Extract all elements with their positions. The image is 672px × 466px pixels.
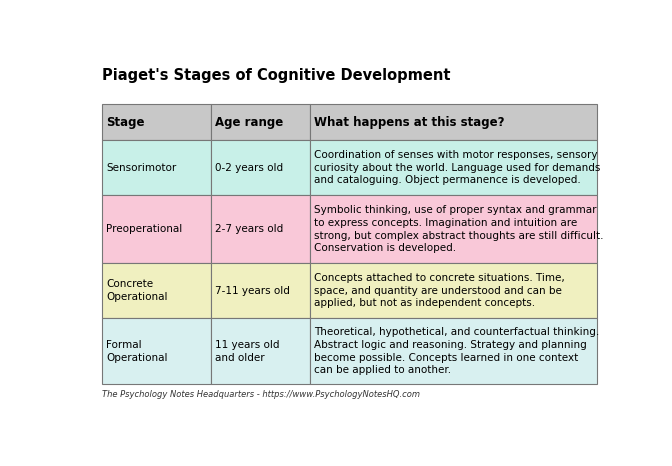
Bar — [102, 195, 211, 263]
Bar — [211, 140, 310, 195]
Bar — [102, 263, 211, 318]
Text: Stage: Stage — [106, 116, 145, 129]
Text: Symbolic thinking, use of proper syntax and grammar
to express concepts. Imagina: Symbolic thinking, use of proper syntax … — [314, 205, 603, 254]
Text: The Psychology Notes Headquarters - https://www.PsychologyNotesHQ.com: The Psychology Notes Headquarters - http… — [102, 390, 420, 398]
Bar — [102, 140, 211, 195]
Text: Age range: Age range — [215, 116, 284, 129]
Text: Theoretical, hypothetical, and counterfactual thinking.
Abstract logic and reaso: Theoretical, hypothetical, and counterfa… — [314, 327, 599, 376]
Bar — [310, 263, 597, 318]
Text: Piaget's Stages of Cognitive Development: Piaget's Stages of Cognitive Development — [102, 69, 451, 83]
Bar — [211, 263, 310, 318]
Bar — [211, 318, 310, 384]
Text: Coordination of senses with motor responses, sensory
curiosity about the world. : Coordination of senses with motor respon… — [314, 150, 601, 185]
Text: Sensorimotor: Sensorimotor — [106, 163, 177, 172]
Text: 11 years old
and older: 11 years old and older — [215, 340, 280, 363]
Text: Preoperational: Preoperational — [106, 224, 183, 234]
Bar — [310, 104, 597, 140]
Text: 2-7 years old: 2-7 years old — [215, 224, 284, 234]
Bar — [211, 104, 310, 140]
Text: Concrete
Operational: Concrete Operational — [106, 279, 168, 302]
Bar — [102, 318, 211, 384]
Text: 7-11 years old: 7-11 years old — [215, 286, 290, 295]
Bar — [211, 195, 310, 263]
Bar — [310, 318, 597, 384]
Text: 0-2 years old: 0-2 years old — [215, 163, 284, 172]
Text: What happens at this stage?: What happens at this stage? — [314, 116, 505, 129]
Text: Formal
Operational: Formal Operational — [106, 340, 168, 363]
Text: Concepts attached to concrete situations. Time,
space, and quantity are understo: Concepts attached to concrete situations… — [314, 273, 565, 308]
Bar — [102, 104, 211, 140]
Bar — [310, 140, 597, 195]
Bar — [310, 195, 597, 263]
